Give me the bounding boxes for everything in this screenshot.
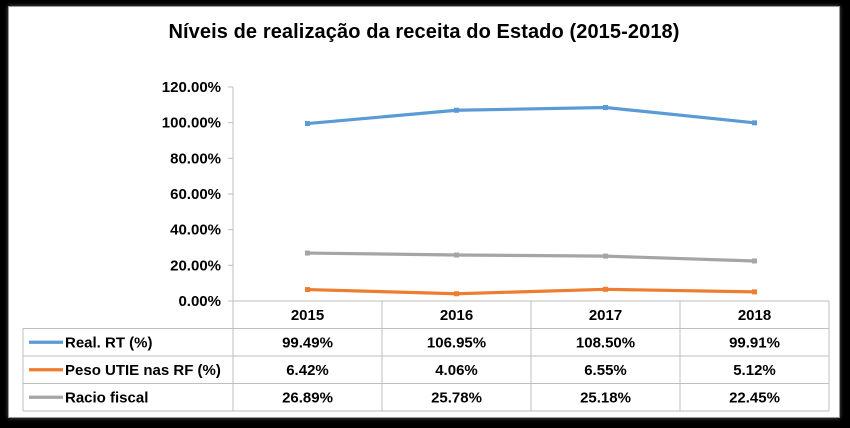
- series-point: [603, 286, 608, 292]
- x-tick-label: 2018: [738, 307, 771, 324]
- legend-label: Peso UTIE nas RF (%): [65, 362, 221, 379]
- data-table-value: 99.49%: [282, 334, 333, 351]
- series-point: [603, 105, 608, 111]
- series-point: [305, 287, 310, 293]
- legend-label: Real. RT (%): [65, 334, 153, 351]
- series-line: [307, 287, 755, 296]
- y-tick-label: 120.00%: [162, 79, 221, 96]
- data-table-value: 6.55%: [584, 362, 627, 379]
- series-point: [305, 250, 310, 256]
- data-table-value: 108.50%: [576, 334, 635, 351]
- y-tick-label: 0.00%: [178, 293, 221, 310]
- legend-label: Racio fiscal: [65, 389, 148, 406]
- y-tick-label: 60.00%: [170, 186, 221, 203]
- series-point: [752, 289, 757, 295]
- data-table-value: 106.95%: [427, 334, 486, 351]
- data-table-value: 22.45%: [729, 389, 780, 406]
- line-chart: 0.00% 20.00% 40.00% 60.00% 80.00% 100.00% 120.…: [22, 79, 830, 412]
- series-point: [454, 252, 459, 258]
- data-table-value: 25.78%: [431, 389, 482, 406]
- series-line: [307, 251, 755, 263]
- series-point: [305, 121, 310, 127]
- x-tick-label: 2017: [589, 307, 622, 324]
- data-table-value: 6.42%: [286, 362, 329, 379]
- series-line: [307, 105, 755, 126]
- chart-frame: Níveis de realização da receita do Estad…: [8, 6, 840, 418]
- series-point: [603, 253, 608, 259]
- chart-title: Níveis de realização da receita do Estad…: [168, 21, 680, 43]
- data-table-value: 4.06%: [435, 362, 478, 379]
- data-table-value: 99.91%: [729, 334, 780, 351]
- data-table-value: 26.89%: [282, 389, 333, 406]
- x-tick-label: 2015: [291, 307, 324, 324]
- data-table-value: 25.18%: [580, 389, 631, 406]
- data-table-value: 5.12%: [733, 362, 776, 379]
- y-tick-label: 80.00%: [170, 150, 221, 167]
- series-point: [454, 107, 459, 113]
- series-point: [752, 258, 757, 264]
- series-point: [454, 291, 459, 297]
- y-tick-label: 20.00%: [170, 257, 221, 274]
- y-tick-label: 40.00%: [170, 222, 221, 239]
- series-point: [752, 120, 757, 126]
- y-tick-label: 100.00%: [162, 115, 221, 132]
- x-tick-label: 2016: [440, 307, 473, 324]
